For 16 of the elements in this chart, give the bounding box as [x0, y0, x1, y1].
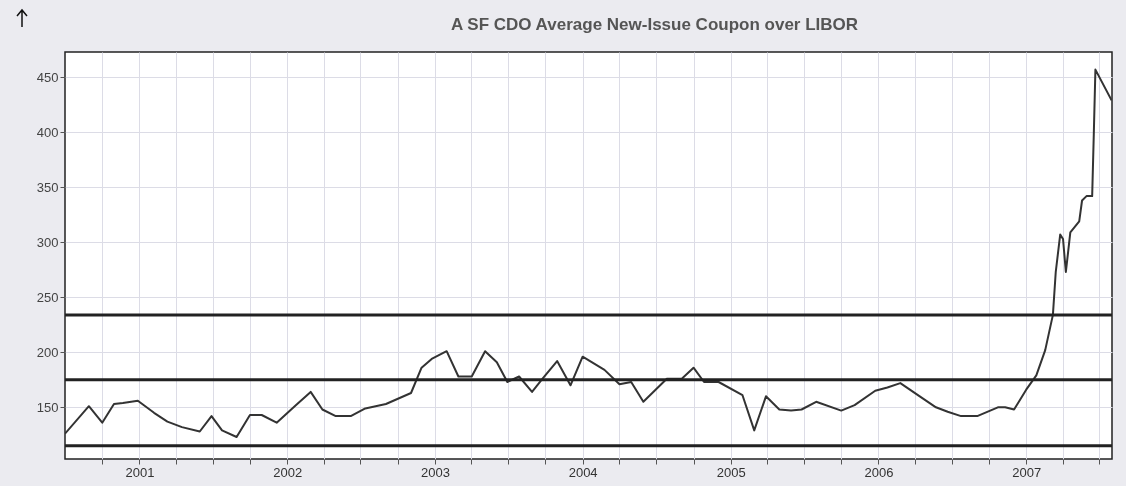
x-tick-label: 2007 — [1012, 464, 1042, 480]
y-tick-label: 450 — [36, 69, 59, 85]
x-tick-label: 2005 — [716, 464, 746, 480]
y-tick-label: 200 — [36, 344, 59, 360]
x-tick-label: 2003 — [420, 464, 450, 480]
y-tick-label: 350 — [36, 179, 59, 195]
x-tick-label: 2004 — [568, 464, 598, 480]
y-tick-label: 400 — [36, 124, 59, 140]
y-tick-label: 250 — [36, 289, 59, 305]
x-tick-label: 2002 — [273, 464, 303, 480]
x-tick-label: 2001 — [125, 464, 155, 480]
y-tick-label: 150 — [36, 399, 59, 415]
x-tick-label: 2006 — [864, 464, 894, 480]
chart-title: A SF CDO Average New-Issue Coupon over LIBOR — [450, 15, 859, 34]
line-series — [65, 68, 1112, 438]
y-tick-label: 300 — [36, 234, 59, 250]
